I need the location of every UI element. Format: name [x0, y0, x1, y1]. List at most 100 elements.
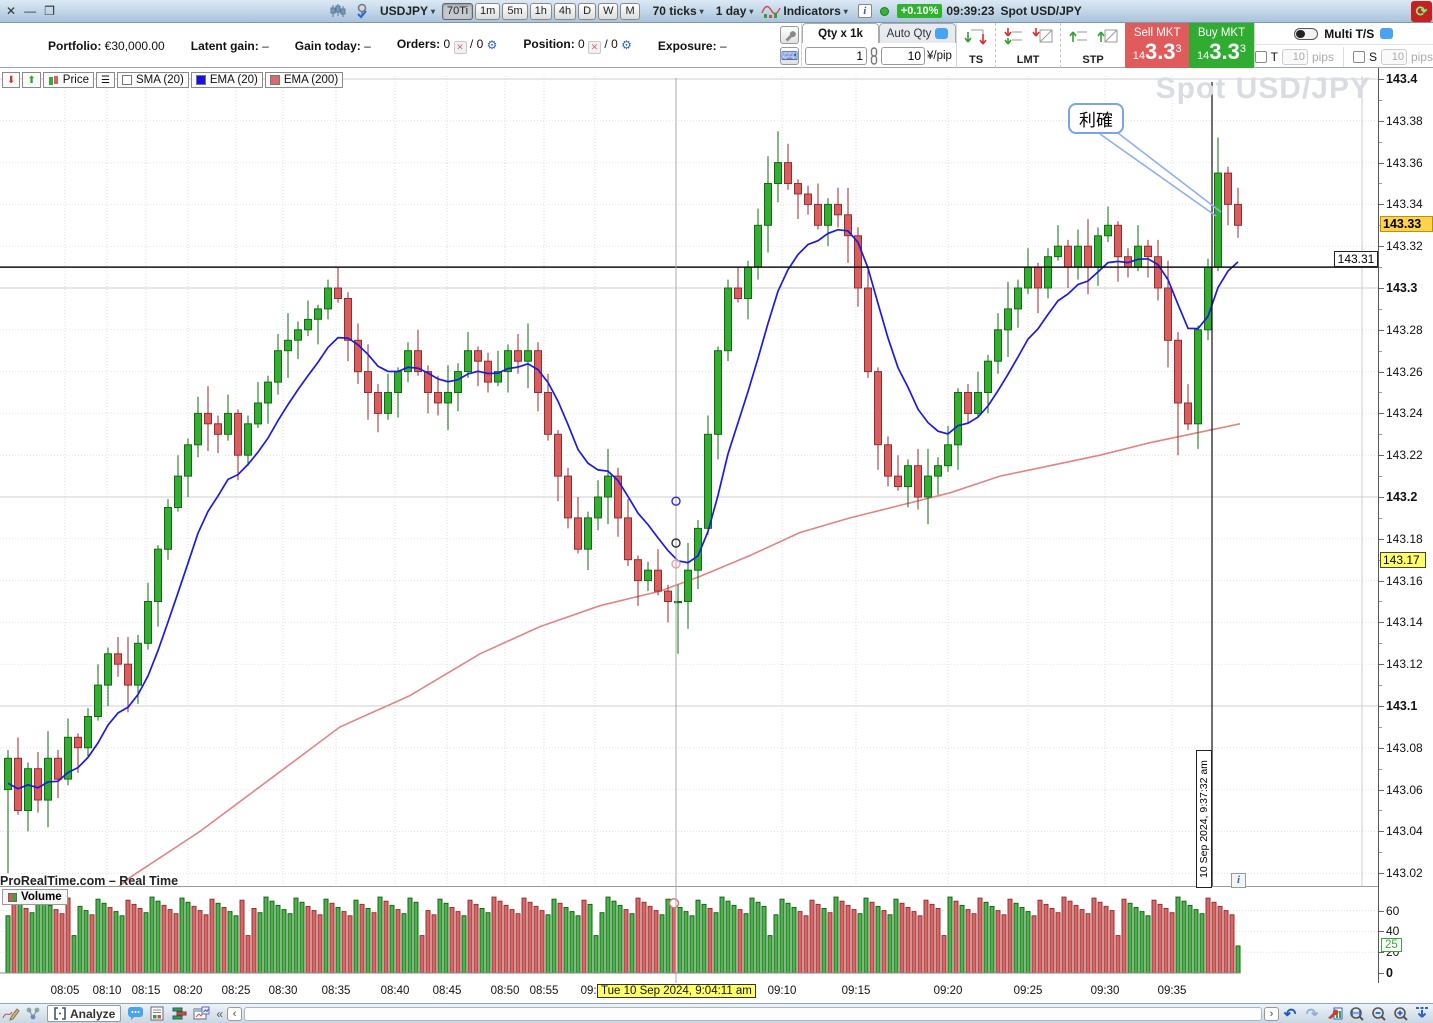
keyboard-button[interactable]: ⌨: [780, 46, 799, 65]
info-icon[interactable]: i: [857, 4, 872, 18]
time-tick-label: 08:20: [173, 985, 203, 997]
market-open-indicator: [879, 6, 889, 16]
volume-tick-label: 40: [1386, 924, 1400, 938]
quantity-section: Qty x 1k Auto Qty ¥/pip: [801, 23, 957, 68]
stop-order-button[interactable]: STP: [1060, 23, 1125, 68]
orders-settings-icon[interactable]: ⚙: [486, 38, 498, 52]
limit-order-button[interactable]: LMT: [995, 23, 1060, 68]
auto-qty-tab[interactable]: Auto Qty: [879, 23, 957, 43]
stop-checkbox[interactable]: [1352, 50, 1365, 63]
chat-icon[interactable]: [124, 1005, 146, 1022]
scroll-left-button[interactable]: ‹: [227, 1006, 243, 1021]
timeframe-button-W[interactable]: W: [598, 2, 619, 20]
time-axis[interactable]: 08:05 08:10 08:15 08:20 08:25 08:30 08:35 08:40…: [0, 983, 1378, 1003]
timeframe-button-M[interactable]: M: [620, 2, 640, 20]
redo-icon[interactable]: ↷: [1305, 1005, 1319, 1023]
positions-icon[interactable]: [168, 1005, 190, 1022]
timeframe-buttons: 70Ti 1m 5m 1h 4h D W M: [441, 2, 641, 20]
chart-window-icon[interactable]: [190, 1005, 212, 1022]
volume-pane[interactable]: [0, 886, 1378, 983]
cancel-orders-icon[interactable]: ✕: [453, 41, 467, 54]
tick-count-dropdown[interactable]: 70 ticks ▾: [652, 4, 704, 18]
time-tick-label: 09:25: [1013, 985, 1043, 997]
analyze-button[interactable]: Analyze: [47, 1005, 122, 1022]
stop-pips-input[interactable]: [1380, 48, 1407, 65]
position-settings-icon[interactable]: ⚙: [621, 38, 632, 52]
volume-tick-label: 0: [1386, 966, 1393, 980]
close-window-icon[interactable]: ✕: [6, 4, 17, 18]
risk-per-pip-input[interactable]: [881, 46, 925, 65]
candlestick-chart-icon[interactable]: [328, 2, 348, 20]
target-checkbox[interactable]: [1254, 50, 1267, 63]
target-pips-input[interactable]: [1281, 48, 1308, 65]
buy-market-button[interactable]: Buy MKT 14 3.3 3: [1189, 23, 1254, 68]
time-tick-label: 09:30: [1090, 985, 1120, 997]
chevron-down-icon: ▾: [431, 6, 436, 16]
close-position-icon[interactable]: ✕: [588, 41, 602, 54]
timeframe-button-1h[interactable]: 1h: [529, 2, 552, 20]
chart-settings-icon[interactable]: [1323, 1005, 1345, 1022]
sell-market-button[interactable]: Sell MKT 14 3.3 3: [1125, 23, 1190, 68]
collapse-icon[interactable]: «: [216, 1006, 224, 1021]
panel-settings-button[interactable]: [780, 26, 799, 45]
legend-price-button[interactable]: Price: [42, 72, 94, 88]
chart-area[interactable]: Spot USD/JPY ⬇ ⬆ Price ☰ SMA (20) EMA (2…: [0, 68, 1433, 1003]
volume-tick-label: 60: [1386, 904, 1400, 918]
draw-icon[interactable]: [0, 1005, 22, 1022]
timeframe-button-70Ti[interactable]: 70Ti: [442, 2, 474, 20]
chart-info-icon[interactable]: i: [1231, 873, 1246, 888]
timeframe-button-1m[interactable]: 1m: [475, 2, 501, 20]
price-tick-label: 143.16: [1386, 574, 1423, 588]
range-dropdown[interactable]: 1 day ▾: [715, 4, 754, 18]
sma-swatch-icon: [121, 75, 132, 85]
connection-status-icon[interactable]: [352, 2, 372, 20]
buy-marker-button[interactable]: ⬆: [22, 72, 41, 88]
zoom-in-icon[interactable]: [1389, 1005, 1411, 1022]
chevron-down-icon: ▾: [749, 6, 754, 16]
timeframe-button-D[interactable]: D: [578, 2, 597, 20]
maximize-window-icon[interactable]: ❐: [44, 4, 55, 18]
undo-icon[interactable]: ↶: [1283, 1005, 1297, 1023]
timeframe-button-5m[interactable]: 5m: [502, 2, 528, 20]
refresh-icon[interactable]: ⟳: [1411, 1, 1432, 22]
legend-list-button[interactable]: ☰: [95, 72, 115, 88]
status-bar: Analyze « ‹ › ↶ ↷: [0, 1003, 1433, 1023]
trailing-stop-order-button[interactable]: TS: [956, 23, 995, 68]
price-tick-label: 143.36: [1386, 156, 1423, 170]
chart-scrollbar[interactable]: [244, 1006, 1262, 1021]
zoom-fit-icon[interactable]: [1345, 1005, 1367, 1022]
legend-sma20-button[interactable]: SMA (20): [116, 72, 189, 88]
horizontal-line-label[interactable]: 143.31: [1334, 251, 1378, 268]
code-brackets-icon: [54, 1007, 66, 1020]
price-tick-label: 143.22: [1386, 448, 1423, 462]
volume-legend-button[interactable]: Volume: [2, 889, 68, 905]
crosshair-marker: [671, 538, 681, 548]
gain-today-stat: Gain today: –: [294, 38, 371, 53]
indicators-dropdown[interactable]: Indicators ▾: [783, 4, 848, 18]
crosshair-volume-marker: [668, 898, 680, 909]
price-tick-label: 143.2: [1386, 490, 1418, 504]
vertical-line-label[interactable]: 10 Sep 2024, 9:37:32 am: [1196, 750, 1212, 888]
zoom-out-icon[interactable]: [1367, 1005, 1389, 1022]
price-axis[interactable]: 143.4 143.38 143.36 143.34 143.32 143.3 143.28…: [1378, 68, 1433, 983]
sell-marker-button[interactable]: ⬇: [2, 72, 21, 88]
legend-ema200-button[interactable]: EMA (200): [264, 72, 344, 88]
symbol-dropdown[interactable]: USDJPY ▾: [380, 4, 436, 18]
legend-ema20-button[interactable]: EMA (20): [190, 72, 263, 88]
share-icon[interactable]: [22, 1005, 44, 1022]
price-pane[interactable]: [0, 68, 1378, 886]
account-stats: Portfolio: €30,000.00 Latent gain: – Gai…: [48, 23, 727, 68]
scroll-right-button[interactable]: ›: [1264, 1006, 1279, 1021]
qty-tab[interactable]: Qty x 1k: [802, 23, 880, 43]
position-stat: Position: 0 ✕ / 0 ⚙: [523, 37, 632, 54]
multi-ts-toggle[interactable]: [1294, 27, 1319, 40]
take-profit-annotation[interactable]: 利確: [1068, 103, 1124, 134]
link-icon[interactable]: [869, 46, 879, 65]
quantity-input[interactable]: [805, 46, 867, 65]
minimize-window-icon[interactable]: —: [24, 4, 37, 18]
time-tick-label: 09:10: [767, 985, 797, 997]
time-tick-label: 09:15: [841, 985, 871, 997]
dock-icon[interactable]: [1411, 1005, 1433, 1022]
timeframe-button-4h[interactable]: 4h: [553, 2, 577, 20]
news-icon[interactable]: [146, 1005, 168, 1022]
